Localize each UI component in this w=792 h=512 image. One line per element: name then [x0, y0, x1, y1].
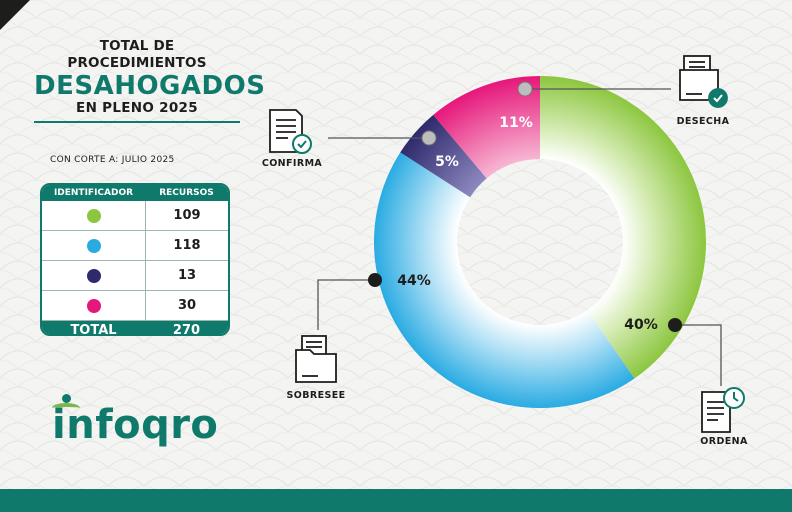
slice-confirma — [400, 114, 487, 198]
category-label-ordena: ORDENA — [700, 436, 748, 447]
table-total-row: TOTAL 270 — [42, 321, 228, 336]
row-value: 109 — [173, 208, 201, 223]
col-header-identifier: IDENTIFICADOR — [53, 188, 134, 198]
logo-text: infoqro — [52, 402, 219, 448]
corner-triangle — [0, 0, 30, 30]
slice-ordena — [540, 76, 706, 379]
logo-arc-icon — [52, 403, 80, 413]
category-label-confirma: CONFIRMA — [262, 158, 323, 169]
leader-lines — [317, 88, 722, 386]
title-line-2: DESAHOGADOS — [34, 71, 266, 101]
col-header-resources: RECURSOS — [159, 188, 214, 198]
table-row: 118 — [42, 231, 228, 261]
folder-document-icon — [295, 335, 337, 383]
row-value: 30 — [177, 298, 197, 313]
total-value: 270 — [172, 323, 201, 336]
slice-desecha — [433, 76, 540, 179]
row-value: 118 — [173, 238, 201, 253]
footer-bar — [0, 489, 792, 512]
resources-table: IDENTIFICADOR RECURSOS 109 118 13 30 TOT… — [40, 183, 230, 336]
slice-sobresee — [374, 152, 635, 408]
pct-label-confirma: 5% — [435, 154, 459, 170]
identifier-dot — [86, 238, 101, 253]
marker-desecha — [517, 81, 533, 97]
table-row: 30 — [42, 291, 228, 321]
document-clock-icon — [701, 387, 745, 433]
marker-ordena — [668, 318, 682, 332]
table-row: 109 — [42, 201, 228, 231]
category-label-sobresee: SOBRESEE — [287, 390, 346, 401]
title-line-1: TOTAL DE PROCEDIMIENTOS — [67, 38, 207, 71]
marker-sobresee — [368, 273, 382, 287]
logo-person-head-icon — [62, 394, 71, 403]
table-row: 13 — [42, 261, 228, 291]
total-label: TOTAL — [70, 323, 117, 336]
document-check-icon — [269, 109, 312, 154]
title-block: TOTAL DE PROCEDIMIENTOS DESAHOGADOS EN P… — [34, 38, 266, 165]
identifier-dot — [86, 208, 101, 223]
identifier-dot — [86, 268, 101, 283]
title-divider — [34, 121, 240, 123]
folder-check-icon — [679, 55, 728, 108]
table-header: IDENTIFICADOR RECURSOS — [42, 185, 228, 201]
identifier-dot — [86, 298, 101, 313]
marker-confirma — [421, 130, 437, 146]
title-line-3: EN PLENO 2025 — [76, 100, 198, 116]
leader-line-ordena — [675, 324, 722, 386]
row-value: 13 — [177, 268, 197, 283]
cutoff-date: CON CORTE A: JULIO 2025 — [50, 155, 175, 165]
pct-label-ordena: 40% — [624, 317, 658, 333]
leader-line-sobresee — [317, 279, 375, 330]
infoqro-logo: infoqro — [46, 394, 226, 454]
pct-label-sobresee: 44% — [397, 273, 431, 289]
pct-label-desecha: 11% — [499, 115, 533, 131]
category-label-desecha: DESECHA — [677, 116, 730, 127]
